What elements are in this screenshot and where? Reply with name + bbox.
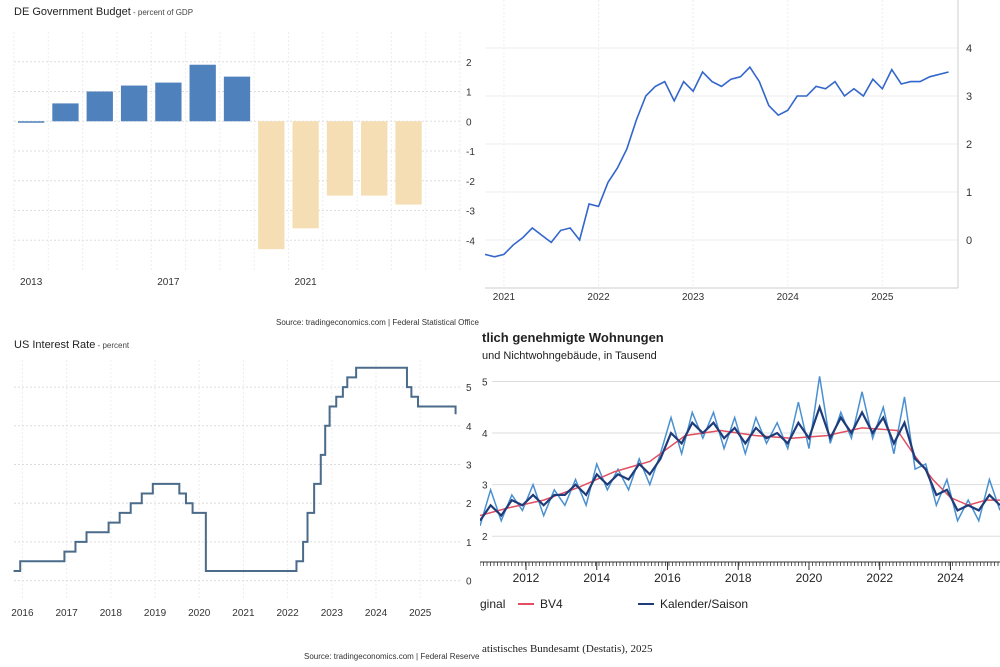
budget-chart-title-row: DE Government Budget - percent of GDP <box>14 6 193 18</box>
topright-y-tick: 0 <box>966 235 972 247</box>
budget-bar <box>18 121 45 123</box>
interest-chart-subtitle-sep: - <box>95 341 103 350</box>
interest-x-tick: 2018 <box>100 608 123 619</box>
top-right-chart-panel: 2021 2022 2023 2024 2025 4 3 2 1 0 <box>480 0 1000 303</box>
interest-y-tick: 5 <box>466 383 472 394</box>
budget-chart-title: DE Government Budget <box>14 6 131 18</box>
budget-bar <box>361 121 388 196</box>
housing-chart-source: atistisches Bundesamt (Destatis), 2025 <box>482 643 653 655</box>
budget-chart: 2 1 0 -1 -2 -3 -4 2013 2017 2021 <box>13 32 475 288</box>
budget-bar <box>155 82 182 122</box>
budget-bar <box>223 76 251 122</box>
housing-x-tick: 2016 <box>654 571 681 585</box>
housing-chart-subtitle: und Nichtwohngebäude, in Tausend <box>482 350 657 362</box>
housing-chart-panel: tlich genehmigte Wohnungen und Nichtwohn… <box>480 318 1000 667</box>
budget-chart-panel: DE Government Budget - percent of GDP 2 1… <box>0 0 480 330</box>
topright-y-tick: 1 <box>966 187 972 199</box>
interest-x-tick: 2024 <box>365 608 388 619</box>
budget-y-tick: -4 <box>466 236 475 247</box>
interest-y-tick: 1 <box>466 538 472 549</box>
housing-y-tick: 5 <box>482 377 488 388</box>
housing-legend-label: Kalender/Saison <box>660 597 748 611</box>
interest-y-tick: 4 <box>466 422 472 433</box>
budget-y-tick: 2 <box>466 58 472 69</box>
interest-y-tick: 2 <box>466 499 472 510</box>
topright-x-tick: 2025 <box>871 292 894 300</box>
budget-chart-subtitle-sep: - <box>130 8 138 17</box>
budget-y-tick: -3 <box>466 207 475 218</box>
budget-bar <box>120 85 148 122</box>
housing-x-tick: 2012 <box>513 571 540 585</box>
interest-chart-subtitle: percent <box>102 341 130 350</box>
budget-y-tick: 1 <box>466 88 472 99</box>
interest-x-tick: 2023 <box>321 608 344 619</box>
budget-y-tick: -2 <box>466 177 475 188</box>
interest-x-tick: 2017 <box>55 608 78 619</box>
interest-x-tick: 2020 <box>188 608 211 619</box>
budget-bar <box>395 121 422 205</box>
housing-x-tick: 2020 <box>796 571 823 585</box>
interest-x-tick: 2022 <box>276 608 299 619</box>
interest-chart-source: Source: tradingeconomics.com | Federal R… <box>304 652 480 661</box>
interest-series-line <box>13 366 457 572</box>
topright-x-tick: 2024 <box>777 292 800 300</box>
budget-chart-subtitle: percent of GDP <box>137 8 194 17</box>
topright-x-tick: 2022 <box>587 292 610 300</box>
budget-bar <box>189 64 216 122</box>
housing-chart-title: tlich genehmigte Wohnungen <box>482 330 664 345</box>
budget-x-tick: 2021 <box>294 277 317 288</box>
housing-y-tick: 4 <box>482 429 488 440</box>
housing-series-line <box>480 427 1000 517</box>
budget-bar <box>86 91 113 122</box>
interest-chart-panel: US Interest Rate - percent 2016 2017 2018 2… <box>0 332 480 667</box>
budget-bar <box>292 121 319 229</box>
housing-x-tick: 2018 <box>725 571 752 585</box>
budget-x-tick: 2017 <box>157 277 180 288</box>
housing-chart: 5 4 3 2 2012 2014 2016 2018 2020 2022 2024 ginal BV4… <box>480 376 1000 611</box>
budget-bar <box>326 121 354 196</box>
topright-series-line <box>484 65 949 258</box>
housing-series-line <box>480 403 1000 522</box>
budget-bar <box>52 103 79 122</box>
interest-chart: 2016 2017 2018 2019 2020 2021 2022 2023 2024 2025… <box>11 360 472 619</box>
interest-chart-title-row: US Interest Rate - percent <box>14 339 129 351</box>
budget-chart-source: Source: tradingeconomics.com | Federal S… <box>276 318 479 327</box>
housing-y-tick: 2 <box>482 532 488 543</box>
interest-chart-title: US Interest Rate <box>14 339 96 351</box>
topright-x-tick: 2021 <box>493 292 516 300</box>
budget-y-tick: -1 <box>466 147 475 158</box>
housing-legend-label: BV4 <box>540 597 563 611</box>
housing-legend-label: ginal <box>480 597 505 611</box>
housing-x-tick: 2024 <box>937 571 964 585</box>
housing-series-line <box>480 376 1000 527</box>
topright-y-tick: 4 <box>966 43 972 55</box>
budget-y-tick: 0 <box>466 117 472 128</box>
interest-x-tick: 2025 <box>409 608 432 619</box>
housing-x-tick: 2022 <box>866 571 893 585</box>
budget-bar <box>258 121 285 250</box>
topright-x-tick: 2023 <box>682 292 705 300</box>
budget-x-tick: 2013 <box>20 277 43 288</box>
housing-x-tick: 2014 <box>583 571 610 585</box>
interest-x-tick: 2019 <box>144 608 167 619</box>
interest-y-tick: 0 <box>466 577 472 588</box>
housing-y-tick: 3 <box>482 481 488 492</box>
top-right-chart: 2021 2022 2023 2024 2025 4 3 2 1 0 <box>484 0 972 303</box>
interest-x-tick: 2016 <box>11 608 34 619</box>
interest-x-tick: 2021 <box>232 608 255 619</box>
topright-y-tick: 2 <box>966 139 972 151</box>
topright-y-tick: 3 <box>966 91 972 103</box>
interest-y-tick: 3 <box>466 461 472 472</box>
